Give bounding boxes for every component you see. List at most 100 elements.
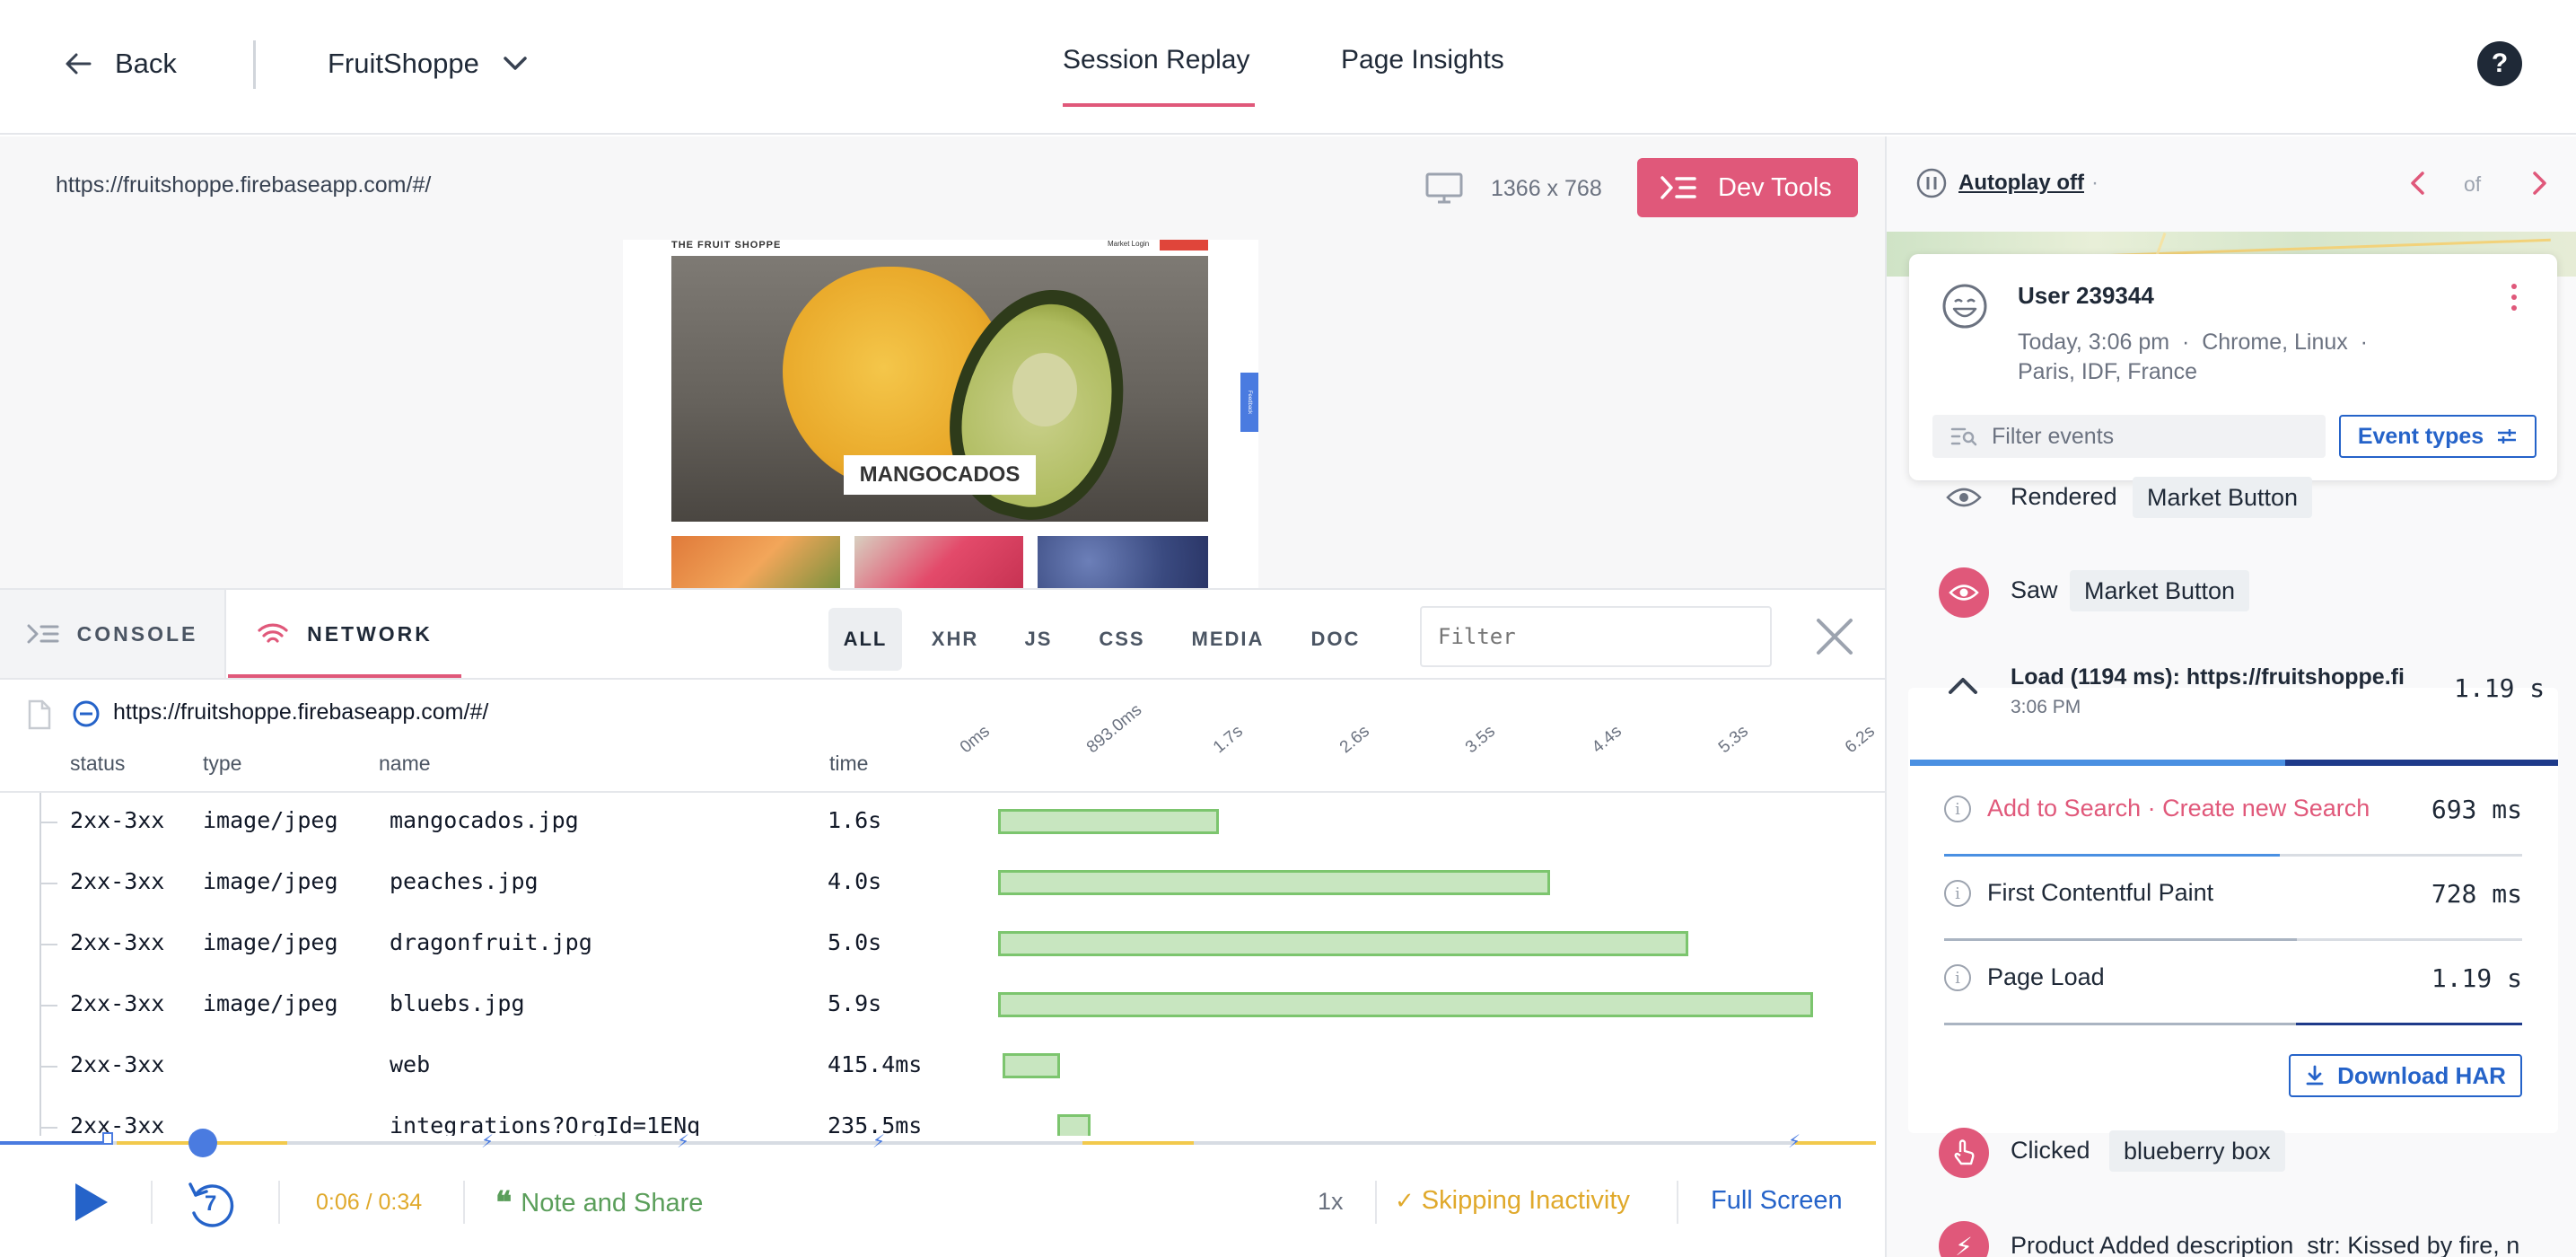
player-divider-1 xyxy=(151,1181,153,1224)
user-meta-line2: Paris, IDF, France xyxy=(2018,359,2198,384)
active-tab-underline xyxy=(1063,103,1255,107)
note-share-button[interactable]: ❝ Note and Share xyxy=(495,1185,703,1221)
tab-network[interactable]: NETWORK xyxy=(228,590,461,678)
full-screen-button[interactable]: Full Screen xyxy=(1711,1186,1843,1215)
metric-bar-track xyxy=(1944,1023,2522,1025)
replay-viewport: https://fruitshoppe.firebaseapp.com/#/ 1… xyxy=(0,136,1885,592)
more-options-icon[interactable] xyxy=(2508,284,2520,312)
network-timing-bar xyxy=(998,870,1551,895)
metric-page-load-row: i Page Load 1.19 s xyxy=(1944,941,2522,1025)
network-timing-bar xyxy=(998,931,1689,956)
network-row[interactable]: 2xx-3xx image/jpeg bluebs.jpg 5.9s xyxy=(0,976,1885,1037)
prev-session-icon[interactable] xyxy=(2407,171,2429,196)
pager-of: of xyxy=(2464,172,2482,196)
network-status-cell: 2xx-3xx xyxy=(70,868,165,894)
back-button[interactable]: Back xyxy=(63,41,177,86)
info-icon: i xyxy=(1944,880,1971,907)
event-saw-target[interactable]: Market Button xyxy=(2070,570,2250,611)
filter-js[interactable]: JS xyxy=(1024,628,1053,650)
speed-control[interactable]: 1x xyxy=(1318,1188,1344,1215)
collapse-icon[interactable] xyxy=(72,699,101,728)
timeline-scrubber[interactable] xyxy=(188,1129,217,1157)
skip-inactivity-toggle[interactable]: ✓ Skipping Inactivity xyxy=(1395,1186,1630,1216)
timeline-event-2: ⚡ xyxy=(677,1132,690,1152)
product-added-line: Product Added description str: Kissed by… xyxy=(2011,1232,2576,1257)
network-name-cell: integrations?OrgId=1ENq xyxy=(390,1112,701,1138)
network-name-cell: web xyxy=(390,1051,431,1077)
more-dot-3 xyxy=(2511,305,2517,311)
download-har-label: Download HAR xyxy=(2337,1061,2506,1089)
close-icon[interactable] xyxy=(1813,615,1856,658)
site-top-links: Market Login xyxy=(1108,240,1150,248)
user-name[interactable]: User 239344 xyxy=(2018,282,2154,309)
download-har-button[interactable]: Download HAR xyxy=(2289,1054,2522,1097)
more-dot-2 xyxy=(2511,294,2517,300)
replay-url: https://fruitshoppe.firebaseapp.com/#/ xyxy=(56,172,432,198)
site-cart-badge xyxy=(1160,240,1208,251)
event-rendered-target[interactable]: Market Button xyxy=(2133,477,2313,518)
player-divider-5 xyxy=(1677,1181,1678,1224)
network-filter-input[interactable] xyxy=(1420,606,1772,667)
user-meta-line1: Today, 3:06 pm · Chrome, Linux · xyxy=(2018,330,2368,355)
dev-tools-button[interactable]: Dev Tools xyxy=(1637,158,1858,217)
timeline-tick: 1.7s xyxy=(1209,722,1247,758)
timeline-track[interactable] xyxy=(0,1141,1876,1145)
network-timing-bar xyxy=(1057,1114,1091,1138)
play-icon[interactable] xyxy=(72,1181,111,1224)
click-event-icon xyxy=(1939,1128,1989,1178)
sliders-icon xyxy=(2498,429,2517,444)
network-row[interactable]: 2xx-3xx image/jpeg dragonfruit.jpg 5.0s xyxy=(0,915,1885,976)
event-clicked-target[interactable]: blueberry box xyxy=(2109,1130,2285,1172)
pointer-hand-icon xyxy=(1954,1139,1975,1165)
project-selector[interactable]: FruitShoppe xyxy=(328,41,528,86)
column-time: time xyxy=(829,752,869,775)
filter-events-field[interactable]: Filter events xyxy=(1932,415,2326,458)
network-time-cell: 5.9s xyxy=(828,990,882,1016)
timeline-marker xyxy=(102,1132,113,1145)
network-row[interactable]: 2xx-3xx image/jpeg peaches.jpg 4.0s xyxy=(0,854,1885,915)
chevron-up-icon[interactable] xyxy=(1948,675,1978,695)
network-name-cell: peaches.jpg xyxy=(390,868,539,894)
rewind-icon xyxy=(188,1182,234,1227)
network-row[interactable]: 2xx-3xx image/jpeg mangocados.jpg 1.6s xyxy=(0,793,1885,854)
filter-media[interactable]: MEDIA xyxy=(1191,628,1265,650)
chevron-down-icon xyxy=(504,57,527,70)
filter-doc[interactable]: DOC xyxy=(1310,628,1361,650)
project-name: FruitShoppe xyxy=(328,48,479,79)
user-avatar-icon xyxy=(1942,284,1987,329)
network-status-cell: 2xx-3xx xyxy=(70,990,165,1016)
filter-all[interactable]: ALL xyxy=(828,608,902,671)
next-session-icon[interactable] xyxy=(2528,171,2550,196)
autoplay-toggle[interactable]: Autoplay off · xyxy=(1915,167,2098,199)
create-search-link[interactable]: Create new Search xyxy=(2162,795,2370,822)
network-row[interactable]: 2xx-3xx web 415.4ms xyxy=(0,1037,1885,1098)
add-to-search-link[interactable]: Add to Search xyxy=(1987,795,2142,822)
filter-xhr[interactable]: XHR xyxy=(931,628,979,650)
network-status-cell: 2xx-3xx xyxy=(70,1112,165,1138)
network-row[interactable]: 2xx-3xx integrations?OrgId=1ENq 235.5ms xyxy=(0,1098,1885,1138)
network-type-cell: image/jpeg xyxy=(203,868,338,894)
monitor-icon xyxy=(1425,172,1463,204)
network-time-cell: 4.0s xyxy=(828,868,882,894)
load-title: Load (1194 ms): https://fruitshoppe.fi xyxy=(2011,664,2405,690)
skip-back-button[interactable]: 7 xyxy=(183,1175,241,1233)
network-status-cell: 2xx-3xx xyxy=(70,807,165,833)
load-time: 3:06 PM xyxy=(2011,697,2081,717)
tab-session-replay[interactable]: Session Replay xyxy=(1063,45,1250,75)
timeline-tick: 893.0ms xyxy=(1082,700,1146,758)
blueberries-thumb xyxy=(1038,536,1208,592)
tab-page-insights[interactable]: Page Insights xyxy=(1341,45,1504,75)
hero-label-box: MANGOCADOS xyxy=(844,455,1036,495)
dragonfruit-thumb xyxy=(854,536,1023,592)
network-time-cell: 5.0s xyxy=(828,929,882,955)
filter-events-placeholder: Filter events xyxy=(1992,423,2115,449)
tab-console[interactable]: CONSOLE xyxy=(0,590,226,678)
event-saw-action: Saw xyxy=(2011,576,2058,603)
timeline-tick: 3.5s xyxy=(1462,722,1500,758)
network-page-url: https://fruitshoppe.firebaseapp.com/#/ xyxy=(113,699,489,725)
help-icon[interactable]: ? xyxy=(2477,41,2522,86)
eye-icon xyxy=(1946,488,1982,507)
filter-css[interactable]: CSS xyxy=(1099,628,1145,650)
player-divider-2 xyxy=(278,1181,280,1224)
event-types-button[interactable]: Event types xyxy=(2339,415,2537,458)
